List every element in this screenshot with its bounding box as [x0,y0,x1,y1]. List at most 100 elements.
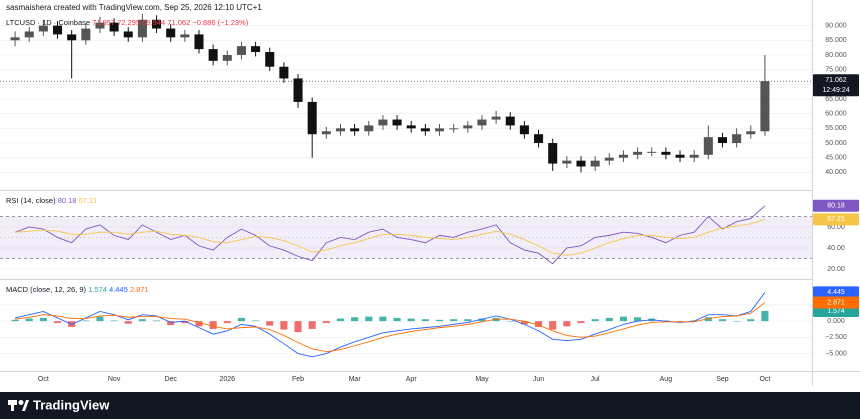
histogram-bar [223,321,231,324]
y-tick-label: 40.000 [825,169,847,176]
histogram-bar [577,321,585,324]
candle-body [434,128,445,132]
histogram-bar [450,319,458,322]
histogram-bar [365,316,373,322]
candle-body [406,125,416,129]
histogram-bar [464,319,472,322]
value-badge: 4.445 [827,289,845,296]
series-line [14,292,766,358]
legend-open: 71.957 [92,18,115,27]
histogram-bar [563,321,571,327]
histogram-bar [421,319,429,322]
x-tick-label: Mar [349,376,362,383]
candle-body [251,46,261,53]
y-tick-label: 40.00 [827,245,845,252]
value-badge: 80.18 [827,203,845,210]
histogram-bar [351,317,359,322]
y-tick-label: 65.000 [825,96,847,103]
candle-body [166,28,176,38]
candle-body [661,151,671,155]
histogram-bar [167,321,175,326]
hist-legend-value: 1.574 [88,285,107,294]
logo-mark [11,400,14,411]
candle-body [364,125,374,132]
histogram-bar [591,319,599,322]
candle-body [236,46,246,55]
histogram-bar [393,317,401,322]
histogram-bar [138,319,146,322]
histogram-bar [153,320,161,322]
histogram-bar [619,316,627,322]
value-badge: 67.21 [827,216,845,223]
candle-body [519,125,529,135]
candle-body [392,119,402,126]
candle-body [67,34,77,41]
histogram-bar [280,321,288,330]
y-tick-label: 80.000 [825,52,847,59]
y-tick-label: 20.00 [827,266,845,273]
candle-body [321,131,331,135]
symbol: LTCUSD · 1D · Coinbase [6,18,90,27]
histogram-bar [634,317,642,322]
brand: TradingView [33,397,110,412]
y-tick-label: −5.000 [825,350,847,357]
legend-low: 69.944 [142,18,165,27]
candle-body [477,119,487,126]
histogram-bar [308,321,316,329]
x-tick-label: Oct [38,376,49,383]
histogram-bar [209,321,217,329]
histogram-bar [733,321,741,322]
x-tick-label: Aug [660,376,673,383]
candle-body [491,116,501,120]
candle-body [350,128,360,132]
candle-body [548,143,558,164]
histogram-bar [605,317,613,322]
y-tick-label: 85.000 [825,37,847,44]
candle-body [703,137,713,155]
histogram-bar [294,321,302,333]
histogram-bar [82,320,90,322]
histogram-bar [25,318,33,322]
candle-body [576,160,586,167]
footer-bar [0,392,860,419]
candle-body [293,78,303,102]
y-tick-label: 0.000 [827,318,845,325]
grid-layer [0,25,812,354]
y-tick-label: −2.500 [825,334,847,341]
candle-body [137,19,147,38]
histogram-bar [718,319,727,322]
value-badge: 2.871 [827,299,845,306]
candle-body [449,128,459,130]
price-legend: LTCUSD · 1D · Coinbase 71.957 72.295 69.… [6,18,249,27]
candle-body [633,151,643,155]
series-line [15,302,766,353]
rsi-title: RSI (14, close) [6,196,56,205]
histogram-bar [549,321,557,330]
candle-body [180,34,190,38]
y-tick-label: 90.000 [825,22,847,29]
candle-body [95,22,105,29]
legend-change: −0.886 (−1.23%) [192,18,248,27]
x-tick-label: Oct [759,376,770,383]
x-tick-label: Apr [406,376,418,383]
histogram-bar [336,318,345,322]
value-badge: 1.574 [827,308,845,315]
logo-mark [18,400,24,405]
histogram-bar [379,316,387,322]
series-line [15,218,766,256]
macd-title: MACD (close, 12, 26, 9) [6,285,87,294]
attribution: sasmaishera created with TradingView.com… [6,3,262,12]
candle-body [109,22,119,32]
candle-body [746,131,756,135]
candle-body [307,101,317,135]
macd-legend-value: 4.445 [109,285,128,294]
histogram-bar [535,321,543,327]
countdown: 12:49:24 [822,87,849,94]
candle-body [562,160,572,164]
histogram-bar [704,317,712,322]
background [0,0,860,392]
value-badge-bg [813,199,859,212]
histogram-bar [181,321,189,324]
histogram-bar [11,319,19,322]
